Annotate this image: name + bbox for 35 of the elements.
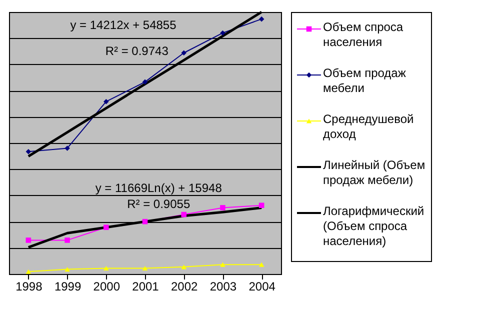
legend-label: Объем спроса населения bbox=[323, 20, 404, 49]
point bbox=[142, 79, 148, 85]
point bbox=[26, 269, 32, 274]
point bbox=[26, 149, 32, 154]
point bbox=[64, 238, 70, 243]
point bbox=[64, 146, 70, 151]
x-tick-label: 2003 bbox=[210, 280, 237, 294]
annotation: y = 14212x + 54855 bbox=[70, 18, 177, 32]
x-tick-label: 1999 bbox=[54, 280, 82, 294]
x-tick-label: 2000 bbox=[93, 280, 120, 294]
x-tick-label: 1998 bbox=[16, 280, 43, 294]
point bbox=[181, 264, 187, 270]
x-tick-label: 2001 bbox=[132, 280, 160, 294]
point bbox=[220, 205, 226, 210]
point bbox=[103, 224, 109, 230]
annotation: R² = 0.9055 bbox=[127, 197, 190, 211]
legend-label: Среднедушевой доход bbox=[323, 112, 414, 141]
point bbox=[103, 98, 109, 104]
point bbox=[64, 266, 70, 272]
point bbox=[181, 50, 187, 56]
point bbox=[258, 202, 264, 208]
point bbox=[181, 212, 187, 218]
point bbox=[103, 266, 109, 271]
x-tick-label: 2004 bbox=[248, 280, 276, 294]
legend-label: Объем продаж мебели bbox=[323, 66, 406, 95]
annotation: R² = 0.9743 bbox=[105, 44, 169, 58]
point bbox=[220, 262, 226, 267]
annotation: y = 11669Ln(x) + 15948 bbox=[95, 181, 222, 195]
point bbox=[26, 238, 32, 243]
point bbox=[258, 262, 264, 267]
point bbox=[258, 16, 264, 22]
legend-label: Линейный (Объем продаж мебели) bbox=[323, 158, 426, 187]
legend-label: Логарифмический (Объем спроса населения) bbox=[323, 204, 424, 248]
x-tick-label: 2002 bbox=[171, 280, 198, 294]
point bbox=[142, 266, 148, 271]
